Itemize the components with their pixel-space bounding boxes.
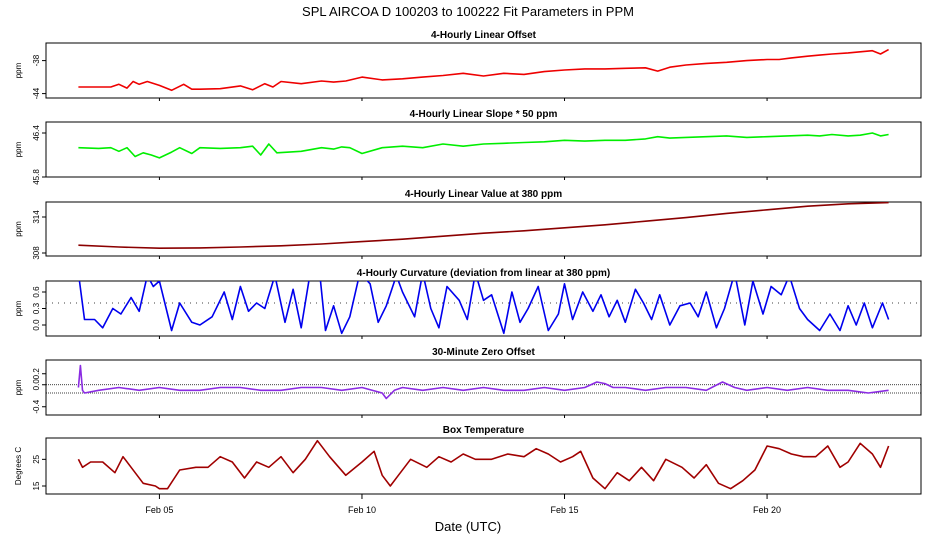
series-line-temp xyxy=(77,439,890,490)
panel-title: Box Temperature xyxy=(443,425,525,436)
y-tick-label: -44 xyxy=(32,87,41,99)
x-tick-label: Feb 05 xyxy=(145,505,173,515)
y-tick-label: 0.3 xyxy=(32,302,41,314)
y-tick-label: 0.0 xyxy=(32,379,41,391)
series-line-slope xyxy=(78,132,889,159)
x-tick-label: Feb 20 xyxy=(753,505,781,515)
panel-3: 4-Hourly Linear Value at 380 ppm ppm 308 31… xyxy=(14,189,922,260)
panel-title: 4-Hourly Linear Slope * 50 ppm xyxy=(410,109,558,120)
y-axis-label: ppm xyxy=(14,141,23,157)
panel-title: 4-Hourly Linear Offset xyxy=(431,30,537,41)
x-tick-label: Feb 10 xyxy=(348,505,376,515)
y-tick-label: 0.2 xyxy=(32,368,41,380)
panel-title: 4-Hourly Linear Value at 380 ppm xyxy=(405,189,562,200)
y-axis-label: ppm xyxy=(14,379,23,395)
plot-frame xyxy=(45,121,922,178)
plot-frame xyxy=(45,437,922,495)
series-line-curvature xyxy=(78,281,890,335)
panel-1: 4-Hourly Linear Offset ppm -44 -38 xyxy=(14,30,922,101)
y-axis-label: Degrees C xyxy=(14,447,23,485)
y-tick-label: 308 xyxy=(32,246,41,260)
panel-title: 4-Hourly Curvature (deviation from linea… xyxy=(357,268,610,279)
y-tick-label: -0.4 xyxy=(32,399,41,413)
series-line-value xyxy=(78,202,889,249)
y-axis-label: ppm xyxy=(14,221,23,237)
plot-frame xyxy=(45,359,922,416)
x-axis-label: Date (UTC) xyxy=(435,519,501,534)
chart-title: SPL AIRCOA D 100203 to 100222 Fit Parame… xyxy=(302,4,634,19)
y-tick-label: 15 xyxy=(32,481,41,490)
panel-5: 30-Minute Zero Offset ppm -0.4 0.00.2 xyxy=(14,347,922,418)
panel-title: 30-Minute Zero Offset xyxy=(432,347,535,358)
y-tick-label: 46.4 xyxy=(32,125,41,141)
panel-2: 4-Hourly Linear Slope * 50 ppm ppm 45.8 46.… xyxy=(14,109,922,185)
y-axis-label: ppm xyxy=(14,62,23,78)
y-axis-label: ppm xyxy=(14,300,23,316)
y-tick-label: 45.8 xyxy=(32,169,41,185)
plot-frame xyxy=(45,201,922,257)
panel-4: 4-Hourly Curvature (deviation from linea… xyxy=(14,268,922,339)
y-tick-label: 314 xyxy=(32,210,41,224)
y-tick-label: 0.6 xyxy=(32,286,41,298)
plot-frame xyxy=(45,42,922,99)
x-tick-label: Feb 15 xyxy=(551,505,579,515)
y-tick-label: 25 xyxy=(32,454,41,463)
series-line-zero xyxy=(77,364,889,400)
panel-6: Box Temperature Degrees C 15 25 xyxy=(14,425,922,495)
series-line-offset xyxy=(78,48,889,92)
y-tick-label: 0.0 xyxy=(32,319,41,331)
y-tick-label: -38 xyxy=(32,54,41,66)
